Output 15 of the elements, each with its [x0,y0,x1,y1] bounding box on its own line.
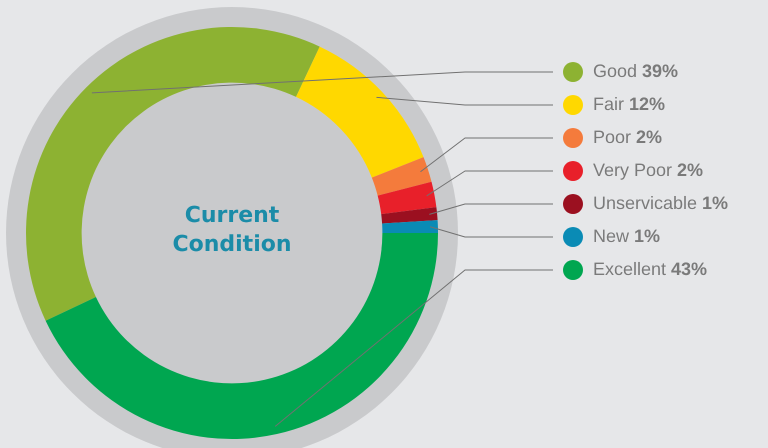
legend-label: Poor [593,126,632,147]
legend-label: Fair [593,94,624,114]
data-label: 1% [634,226,660,246]
data-label: 2% [636,126,662,147]
text: Current Condition [171,202,293,259]
data-label: 2% [677,160,704,180]
data-label: 39% [642,60,678,81]
data-label: 12% [629,94,666,114]
legend-label: Good [593,60,638,81]
data-label: 43% [671,258,708,279]
legend-label: Unservicable [593,192,698,213]
legend-label: New [593,226,630,246]
legend-label: Excellent [593,258,666,279]
data-label: 1% [702,192,728,213]
legend-label: Very Poor [593,160,672,180]
